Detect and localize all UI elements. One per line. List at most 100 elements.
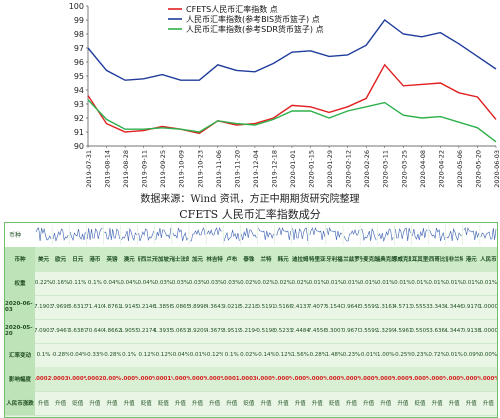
table-cell: 0.1% [122, 352, 137, 358]
table-cell: 4.8662 [103, 328, 121, 334]
table-cell: 0.23% [342, 352, 361, 358]
y-tick-label: 90 [74, 142, 84, 151]
x-tick-label: 2019-07-31 [85, 150, 93, 188]
table-cell: 4.3643 [206, 304, 224, 310]
table-cell: 1.56% [291, 352, 309, 358]
table-cell: 5.0651 [171, 328, 189, 334]
currency-header-cell: 土耳其里拉 [411, 257, 429, 263]
table-cell: 0.04% [103, 280, 121, 286]
x-tick-label: 2020-01-01 [289, 150, 297, 188]
y-tick-label: 98 [74, 30, 84, 39]
table-cell: 0.01% [445, 352, 463, 358]
table-cell: 3.1540 [325, 304, 343, 310]
table-cell: 0.0003% [240, 376, 257, 382]
table-cell: 0.1% [87, 280, 102, 286]
table-cell: 升值 [89, 401, 101, 407]
table-cell: 0.000% [121, 376, 138, 382]
currency-sparkline [138, 228, 155, 242]
table-cell: 0.01% [445, 280, 463, 286]
table-cell: 8.9209 [188, 328, 207, 334]
currency-header-cell: 南非兰特 [445, 257, 463, 263]
x-tick-label: 2019-09-25 [159, 150, 167, 188]
currency-sparkline [292, 227, 309, 242]
currency-header-cell: 波兰兹罗提 [343, 257, 360, 263]
table-cell: 3.3007 [325, 328, 343, 334]
table-cell: 贬值 [243, 401, 255, 407]
currency-sparkline [395, 227, 411, 242]
table-cell: -0.28% [309, 352, 326, 358]
table-cell: 0.000% [343, 376, 360, 382]
currency-sparkline [87, 227, 103, 241]
x-tick-label: 2019-11-20 [233, 150, 241, 188]
table-cell: 0.00% [479, 352, 497, 358]
row-label: 币种 [5, 247, 35, 271]
table-cell: 7.4077 [308, 304, 326, 310]
currency-header-cell: 加元 [192, 257, 204, 263]
table-cell: 升值 [294, 401, 306, 407]
table-cell: 0.02% [274, 280, 292, 286]
currency-header-cell: 港元 [465, 257, 477, 263]
x-tick-label: 2019-09-11 [141, 150, 149, 188]
series-line [87, 19, 497, 81]
table-cell: 0.0001% [223, 376, 240, 382]
table-cell: 2.4484 [291, 328, 309, 334]
currency-sparkline [190, 227, 206, 242]
currency-header-cell: 澳元 [123, 257, 135, 263]
x-tick-label: 2019-12-04 [252, 150, 260, 188]
table-row: 2020-06-037.19037.96986.6313171.41004.87… [5, 295, 497, 320]
currency-sparkline [275, 227, 291, 241]
table-cell: 5.2194 [240, 328, 258, 334]
table-cell: 升值 [192, 401, 204, 407]
x-tick-label: 2019-08-14 [104, 150, 112, 188]
table-cell: 4.3679 [206, 328, 224, 334]
table-cell: 0.0001% [155, 376, 172, 382]
currency-header-cell: 新西兰元 [137, 257, 155, 263]
table-cell: 1.48% [325, 352, 343, 358]
row-label: 影响幅度 [5, 367, 35, 391]
currency-header-cell: 丹麦克朗 [360, 257, 378, 263]
table-cell: 1.00% [377, 352, 395, 358]
table-cell: 0.0002% [35, 376, 52, 382]
table-cell: 0.000% [189, 376, 206, 382]
y-tick-label: 92 [74, 114, 84, 123]
currency-header-cell: 林吉特 [206, 257, 223, 263]
table-cell: -0.12% [155, 352, 172, 358]
table-cell: 7.1903 [35, 304, 53, 310]
table-cell: -0.28% [103, 352, 121, 358]
table-cell: 0.01% [377, 280, 395, 286]
currency-header-cell: 韩元 [277, 257, 289, 263]
table-cell: 4.8761 [103, 304, 121, 310]
table-cell: 0.000% [377, 376, 394, 382]
currency-header-cell: 新加坡元 [154, 257, 172, 263]
table-cell: 0.16% [52, 280, 70, 286]
currency-header-cell: 挪威克朗 [394, 257, 412, 263]
table-cell: 0.01% [479, 280, 497, 286]
table-cell: 0.01% [411, 280, 429, 286]
table-row: 人民币涨跌 升值 升值 贬值 升值 升值 升值 贬值 贬值 升值 升值 升值 升值 贬值 升值 升值 升值 升值贬… [5, 391, 497, 416]
currency-header-cell: 泰铢 [243, 257, 255, 263]
table-cell: 7.9467 [52, 328, 70, 334]
line-chart: 90 91 92 93 94 95 96 97 98 99 100 2019-07-31 2019-08… [69, 2, 500, 188]
table-cell: 升值 [380, 401, 392, 407]
table-cell: 0.000% [446, 376, 463, 382]
table-cell: 0.5191 [257, 304, 275, 310]
x-tick-label: 2020-01-15 [308, 150, 316, 188]
table-cell: 0.000% [172, 376, 189, 382]
table-cell: 0.000% [257, 376, 274, 382]
table-cell: 贬值 [72, 401, 84, 407]
currency-sparkline [326, 227, 343, 241]
composition-table: 币种 币种 美元 欧元 日元 港币 英镑 澳元 新西兰元 新加坡元 瑞士法郎 加元 林吉特 卢布 泰铢 兰特… [4, 222, 498, 418]
table-cell: 升值 [260, 401, 272, 407]
currency-sparkline [104, 227, 120, 241]
x-tick-label: 2020-04-08 [419, 150, 427, 188]
table-cell: 升值 [277, 401, 289, 407]
table-cell: 0.000% [292, 376, 309, 382]
table-cell: 1.3856 [154, 304, 172, 310]
table-cell: -0.25% [394, 352, 412, 358]
table-cell: 0.03% [171, 280, 189, 286]
table-cell: 1.9145 [120, 304, 138, 310]
currency-sparkline [35, 227, 52, 242]
currency-sparkline [377, 228, 394, 243]
currency-header-cell: 瑞士法郎 [171, 257, 189, 263]
table-cell: 4.5713 [394, 304, 412, 310]
